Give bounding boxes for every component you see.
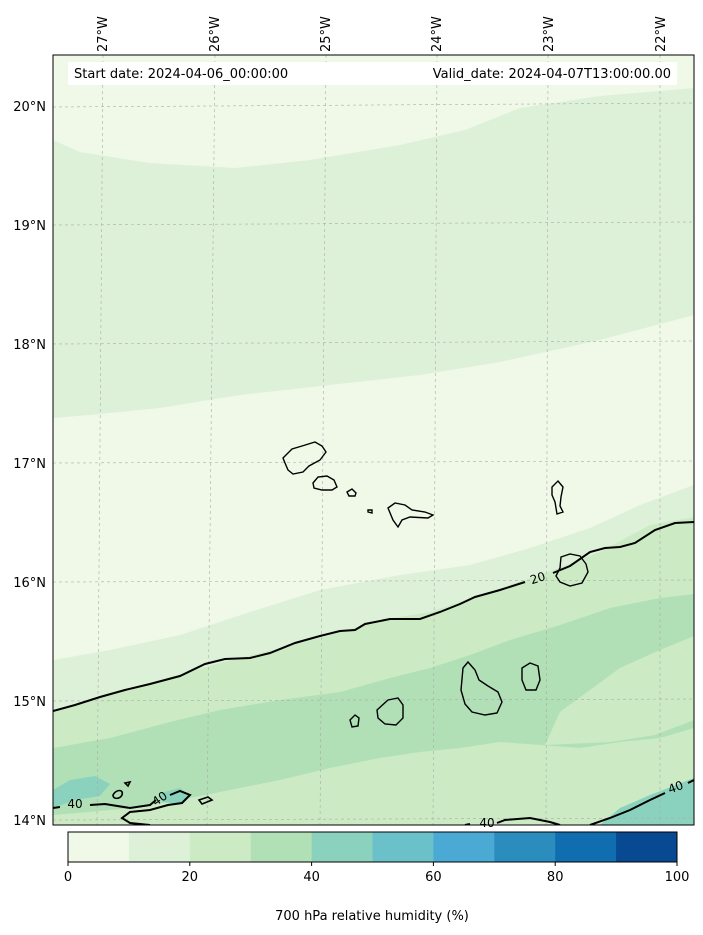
colorbar-frame bbox=[67, 831, 678, 863]
colorbar-cell bbox=[433, 832, 495, 862]
lat-label-16n: 16°N bbox=[13, 576, 46, 591]
colorbar: 0 20 40 60 80 100 700 hPa relative humidity (… bbox=[64, 831, 690, 924]
parallel-19n bbox=[53, 221, 694, 226]
colorbar-tick-label: 100 bbox=[665, 870, 690, 885]
island-santa-luzia bbox=[346, 488, 357, 497]
meridian-24w bbox=[432, 55, 438, 825]
colorbar-tick-label: 40 bbox=[303, 870, 320, 885]
island-sal bbox=[551, 479, 564, 515]
lat-label-17n: 17°N bbox=[13, 457, 46, 472]
lat-label-19n: 19°N bbox=[13, 219, 46, 234]
colorbar-cell bbox=[372, 832, 434, 862]
meridian-27w bbox=[96, 55, 104, 825]
parallel-14n bbox=[53, 817, 694, 821]
colorbar-cell bbox=[189, 832, 252, 862]
colorbar-cell bbox=[494, 832, 556, 862]
lat-label-18n: 18°N bbox=[13, 338, 46, 353]
parallel-20n bbox=[53, 102, 694, 108]
colorbar-tick-label: 60 bbox=[425, 870, 442, 885]
contour-line-20 bbox=[53, 521, 694, 712]
meridian-25w bbox=[319, 55, 327, 825]
colorbar-tick-label: 20 bbox=[182, 870, 199, 885]
contour-label-40-west: 40 bbox=[67, 797, 82, 811]
lon-label-26w: 26°W bbox=[208, 16, 223, 52]
humidity-band-10-20-north bbox=[53, 88, 694, 418]
start-date-label: Start date: 2024-04-06_00:00:00 bbox=[74, 67, 288, 82]
humidity-band-30-40 bbox=[53, 594, 694, 815]
colorbar-cell bbox=[128, 832, 191, 862]
lon-label-25w: 25°W bbox=[319, 16, 334, 52]
map-frame bbox=[52, 54, 695, 826]
colorbar-label: 700 hPa relative humidity (%) bbox=[275, 909, 469, 924]
island-maio bbox=[521, 662, 541, 691]
latitude-labels: 20°N 19°N 18°N 17°N 16°N 15°N 14°N bbox=[13, 100, 46, 829]
contour-label-40-east: 40 bbox=[666, 778, 685, 796]
graticule bbox=[53, 55, 694, 825]
lat-label-14n: 14°N bbox=[13, 814, 46, 829]
lon-label-24w: 24°W bbox=[430, 16, 445, 52]
colorbar-tick-label: 80 bbox=[547, 870, 564, 885]
colorbar-cell bbox=[555, 832, 617, 862]
lat-label-15n: 15°N bbox=[13, 695, 46, 710]
lon-label-22w: 22°W bbox=[654, 16, 669, 52]
parallel-15n bbox=[53, 698, 694, 702]
map-panel bbox=[53, 55, 694, 825]
lat-label-20n: 20°N bbox=[13, 100, 46, 115]
colorbar-cell bbox=[250, 832, 313, 862]
meridian-23w bbox=[545, 55, 549, 825]
colorbar-ticks: 0 20 40 60 80 100 bbox=[64, 862, 690, 885]
parallel-17n bbox=[53, 460, 694, 464]
island-sao-vicente bbox=[312, 475, 338, 491]
island-fogo bbox=[376, 697, 404, 726]
header-strip bbox=[68, 62, 677, 85]
colorbar-tick-label: 0 bbox=[64, 870, 72, 885]
colorbar-cell bbox=[68, 832, 130, 862]
contour-label-40-south: 40 bbox=[479, 816, 494, 830]
colorbar-cells bbox=[68, 832, 678, 862]
contour-line-40-islet-3 bbox=[197, 796, 214, 805]
valid-date-label: Valid_date: 2024-04-07T13:00:00.00 bbox=[433, 67, 671, 82]
humidity-patch-20-30 bbox=[545, 636, 694, 745]
meridian-26w bbox=[206, 55, 216, 825]
contour-line-40-southeast bbox=[589, 779, 694, 825]
coastlines bbox=[282, 441, 589, 728]
contour-line-40-islet-2 bbox=[123, 780, 132, 788]
island-brava bbox=[349, 714, 360, 728]
island-sao-nicolau bbox=[387, 502, 435, 529]
island-boa-vista bbox=[555, 553, 589, 587]
parallel-16n bbox=[53, 579, 694, 583]
island-ilheu bbox=[367, 509, 373, 514]
parallel-18n bbox=[53, 340, 694, 345]
island-santo-antao bbox=[282, 441, 327, 475]
island-santiago bbox=[460, 660, 503, 716]
contour-line-40-islet-1 bbox=[112, 789, 124, 800]
colorbar-cell bbox=[311, 832, 373, 862]
humidity-patch-40-50-southwest bbox=[53, 776, 110, 808]
longitude-labels: 27°W 26°W 25°W 24°W 23°W 22°W bbox=[96, 16, 669, 52]
lon-label-27w: 27°W bbox=[96, 16, 111, 52]
contour-label-20: 20 bbox=[528, 569, 547, 587]
colorbar-cell bbox=[616, 832, 678, 862]
lon-label-23w: 23°W bbox=[542, 16, 557, 52]
contour-line-40-southwest bbox=[53, 789, 192, 825]
